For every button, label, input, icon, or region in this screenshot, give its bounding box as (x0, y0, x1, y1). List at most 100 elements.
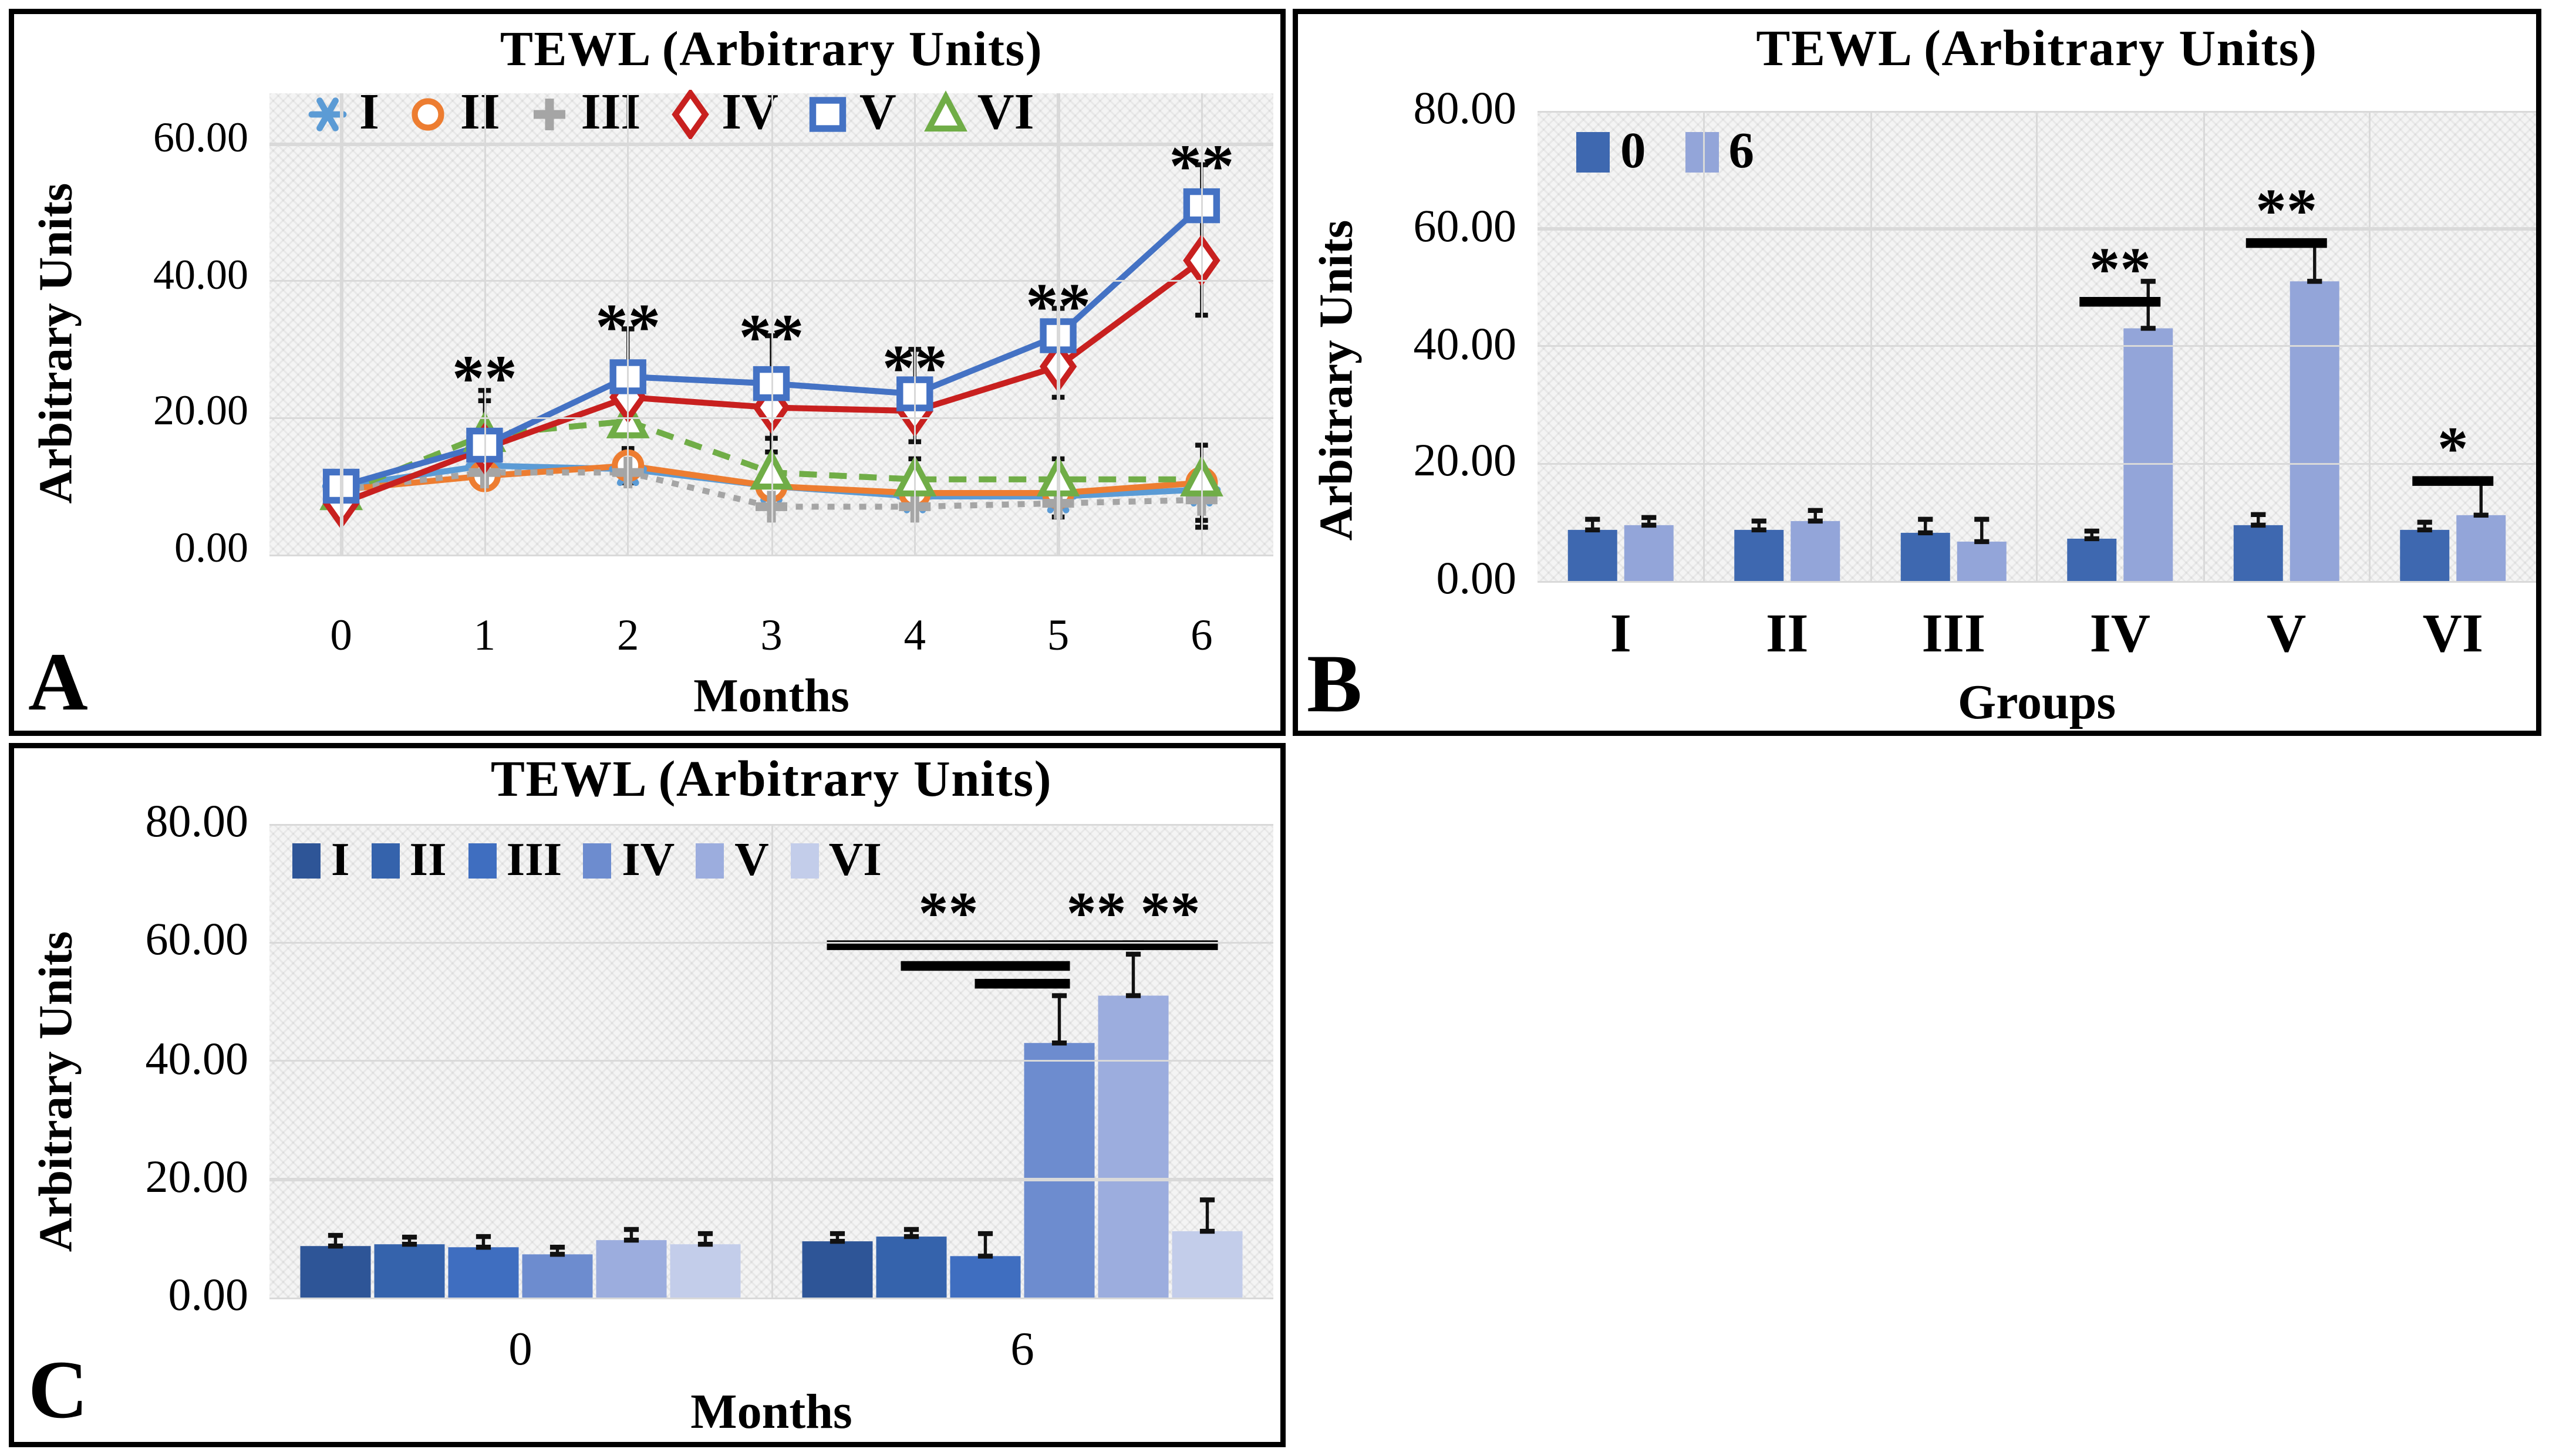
bar-6-III (950, 1256, 1021, 1298)
legend-item-VI: VI (790, 836, 882, 884)
legend-label: II (460, 85, 500, 141)
legend-color-swatch (583, 842, 612, 878)
legend-label: V (734, 833, 769, 886)
gridline-vertical (2036, 111, 2038, 581)
circle-legend-icon (412, 97, 445, 130)
significance-bracket (2412, 476, 2494, 486)
asterisk-legend-icon (308, 96, 347, 131)
circle-marker (412, 97, 445, 130)
legend-item-II: II (370, 836, 447, 884)
bar-II-0 (1734, 529, 1784, 581)
legend: I II III IV V VI (292, 836, 882, 884)
x-tick-label: VI (2422, 602, 2483, 664)
significance-marker: ** (919, 880, 979, 947)
gridline-vertical (2369, 111, 2371, 581)
x-tick-label: 6 (1191, 613, 1213, 660)
y-tick-label: 0.00 (168, 1269, 249, 1320)
legend-label: VI (828, 833, 882, 886)
bar-VI-6 (2456, 515, 2506, 581)
triangle-legend-icon (923, 89, 967, 131)
bar-chart-canvas: ** ** ** (300, 880, 1243, 1298)
y-tick-label: 80.00 (1413, 83, 1517, 134)
bar-6-VI (1172, 1231, 1243, 1298)
legend-item-6: 6 (1684, 123, 1755, 180)
panel-letter: A (28, 637, 88, 729)
bar-0-V (596, 1240, 667, 1298)
x-axis-title: Months (690, 1386, 852, 1440)
panel-letter: B (1307, 639, 1363, 731)
bar-0-VI (670, 1244, 741, 1298)
y-tick-label: 20.00 (145, 1151, 249, 1202)
bar-6-I (802, 1241, 873, 1298)
legend-label: I (331, 833, 350, 886)
legend-label: I (359, 85, 379, 141)
gridline-vertical (340, 93, 343, 555)
triangle-marker (923, 89, 967, 131)
y-tick-label: 60.00 (153, 116, 248, 162)
x-axis-title: Months (693, 669, 849, 722)
bar-0-III (448, 1247, 519, 1298)
asterisk-marker (308, 96, 347, 131)
x-tick-label: 3 (760, 613, 783, 660)
legend-item-V: V (801, 87, 896, 139)
bar-chart-canvas: ***** (1567, 175, 2506, 581)
x-tick-label: 5 (1047, 613, 1070, 660)
y-tick-label: 20.00 (153, 389, 248, 435)
significance-bracket (2079, 297, 2161, 307)
chart-title: TEWL (Arbitrary Units) (490, 752, 1053, 808)
gridline-horizontal (269, 553, 1273, 556)
diamond-marker (671, 89, 709, 138)
legend-color-swatch (370, 842, 399, 878)
legend: I II III IV V VI (301, 85, 1034, 141)
x-tick-label: 6 (1010, 1322, 1034, 1375)
bar-III-0 (1900, 532, 1950, 581)
legend-color-swatch (467, 842, 496, 878)
significance-bracket (975, 978, 1070, 989)
legend-label: III (581, 85, 641, 141)
legend-item-IV: IV (583, 836, 675, 884)
panel-c-bar-chart: TEWL (Arbitrary Units) Arbitrary Units *… (9, 743, 1286, 1447)
legend-color-swatch (1684, 132, 1718, 173)
legend-item-V: V (696, 836, 769, 884)
legend-item-VI: VI (919, 87, 1034, 139)
bar-I-6 (1624, 525, 1674, 581)
x-tick-label: 2 (616, 613, 639, 660)
significance-marker: ** (1141, 880, 1201, 947)
square-legend-icon (809, 96, 847, 131)
chart-title: TEWL (Arbitrary Units) (500, 23, 1043, 77)
y-tick-label: 80.00 (145, 796, 249, 847)
x-tick-label: 4 (903, 613, 926, 660)
legend-label: IV (721, 85, 778, 141)
gridline-vertical (770, 824, 773, 1298)
bar-6-IV (1024, 1043, 1095, 1298)
legend-label: 6 (1728, 123, 1755, 180)
x-tick-label: II (1766, 602, 1809, 664)
bar-IV-0 (2067, 538, 2117, 581)
bar-0-II (374, 1244, 445, 1298)
x-axis-title: Groups (1957, 676, 2116, 731)
y-tick-label: 0.00 (174, 526, 248, 572)
y-tick-label: 20.00 (1413, 435, 1517, 487)
gridline-vertical (1869, 111, 1872, 581)
legend-item-III: III (467, 833, 562, 886)
gridline-vertical (483, 93, 486, 555)
x-tick-label: 0 (330, 613, 352, 660)
gridline-vertical (627, 93, 630, 555)
panel-letter: C (28, 1345, 88, 1437)
significance-bracket (901, 961, 1070, 971)
panel-b-bar-chart: TEWL (Arbitrary Units) Arbitrary Units *… (1293, 9, 2541, 736)
bar-V-6 (2290, 281, 2339, 581)
significance-marker: ** (2255, 175, 2317, 244)
legend-item-I: I (292, 836, 350, 884)
bar-II-6 (1791, 521, 1840, 581)
x-tick-label: 1 (473, 613, 496, 660)
legend-item-III: III (523, 85, 641, 141)
bar-VI-0 (2400, 529, 2450, 581)
y-tick-label: 40.00 (145, 1032, 249, 1084)
legend-label: III (506, 833, 562, 886)
bar-V-0 (2233, 525, 2283, 581)
gridline-vertical (1057, 93, 1060, 555)
legend-item-0: 0 (1576, 126, 1646, 178)
